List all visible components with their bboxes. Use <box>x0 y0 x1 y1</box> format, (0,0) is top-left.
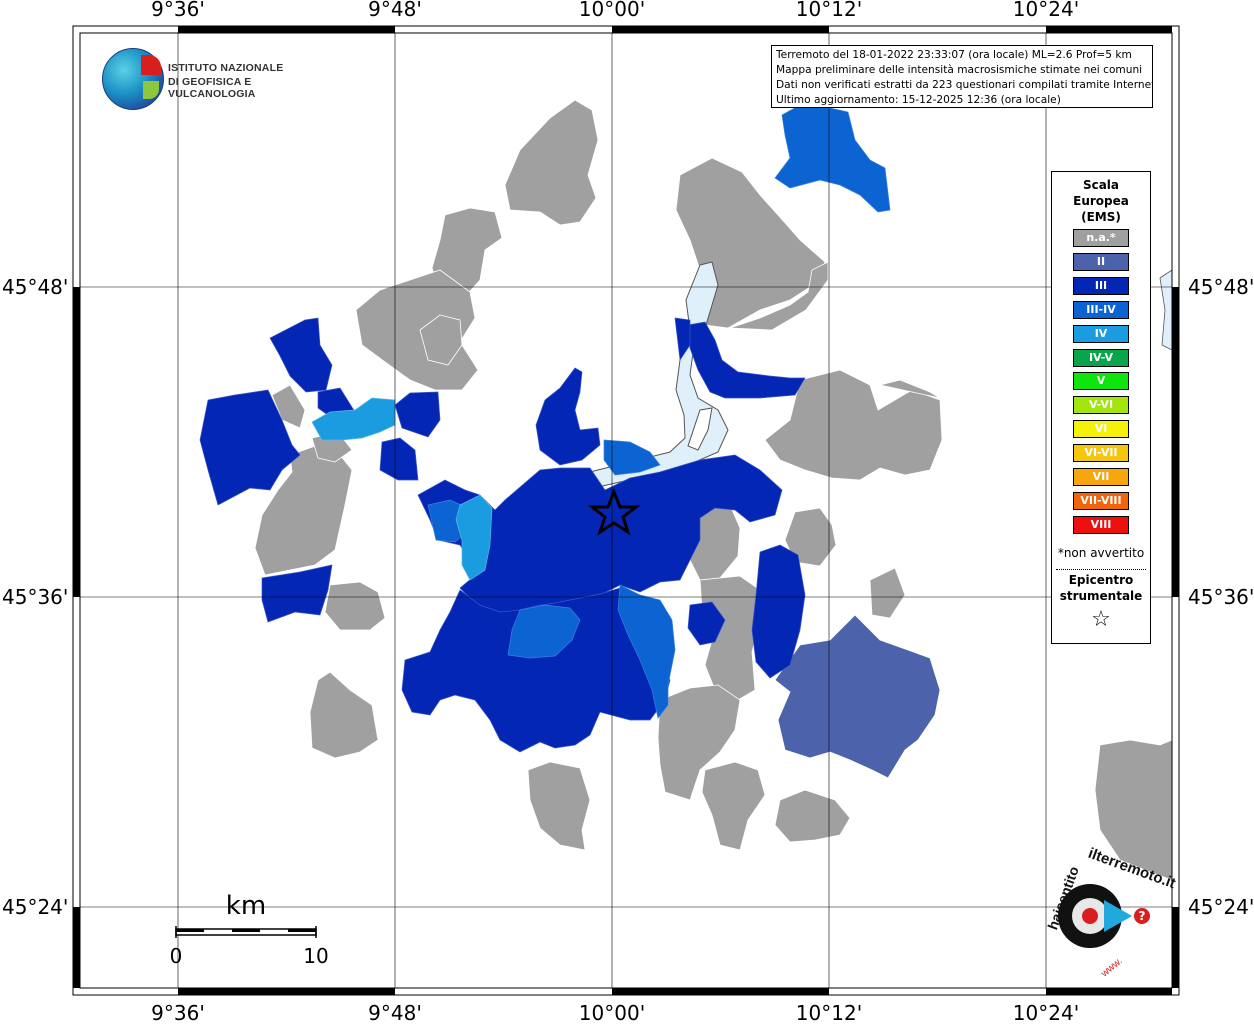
bottom-tick-label: 10°24' <box>1013 1001 1079 1024</box>
legend-item: III-IV <box>1073 300 1129 319</box>
municipalities-II <box>774 614 941 779</box>
legend-item: V <box>1073 372 1129 391</box>
left-tick-label: 45°24' <box>2 895 68 919</box>
ems-legend: Scala Europea (EMS) *non avvertito Epice… <box>1051 171 1151 644</box>
event-info-line: Terremoto del 18-01-2022 23:33:07 (ora l… <box>776 49 1132 61</box>
right-tick-label: 45°24' <box>1188 895 1254 919</box>
bottom-tick-label: 9°36' <box>151 1001 205 1024</box>
scale-unit: km <box>226 891 266 921</box>
legend-epicenter-line: Epicentro <box>1068 573 1134 587</box>
legend-star-icon: ☆ <box>1091 607 1111 632</box>
grid <box>80 33 1172 988</box>
top-tick-label: 9°48' <box>368 0 422 21</box>
legend-item: III <box>1073 276 1129 295</box>
top-tick-label: 10°00' <box>579 0 645 21</box>
legend-item: VI-VII <box>1073 444 1129 463</box>
ingv-logo-line2: DI GEOFISICA E VULCANOLOGIA <box>168 76 256 100</box>
hse-question-icon: ? <box>1134 908 1150 924</box>
legend-epicenter-label: Epicentro strumentale <box>1052 572 1150 604</box>
legend-epicenter-line: strumentale <box>1059 589 1143 603</box>
bottom-tick-label: 10°00' <box>579 1001 645 1024</box>
municipalities-IV <box>311 397 493 581</box>
event-info-line: Ultimo aggiornamento: 15-12-2025 12:36 (… <box>776 94 1061 106</box>
ingv-logo-line1: ISTITUTO NAZIONALE <box>168 62 284 74</box>
municipalities-na <box>254 99 1173 881</box>
hse-megaphone-icon <box>1104 900 1132 932</box>
right-tick-label: 45°36' <box>1188 585 1254 609</box>
epicenter-star <box>587 487 641 536</box>
ingv-globe-icon <box>102 48 164 110</box>
legend-item: VII-VIII <box>1073 491 1129 510</box>
scale-end: 10 <box>303 944 328 968</box>
bottom-tick-label: 10°12' <box>796 1001 862 1024</box>
event-info-line: Mappa preliminare delle intensità macros… <box>776 64 1143 76</box>
legend-item: IV <box>1073 324 1129 343</box>
scale-bar: km 0 10 <box>170 891 329 968</box>
event-info-box: Terremoto del 18-01-2022 23:33:07 (ora l… <box>771 45 1153 108</box>
top-tick-label: 10°24' <box>1013 0 1079 21</box>
municipalities-III <box>199 317 806 753</box>
legend-item: n.a.* <box>1073 229 1129 247</box>
ingv-logo: ISTITUTO NAZIONALE DI GEOFISICA E VULCAN… <box>100 46 320 110</box>
legend-separator <box>1056 569 1146 570</box>
map-frame <box>72 25 1180 996</box>
legend-title-line: (EMS) <box>1081 210 1121 224</box>
lake-island <box>687 407 713 451</box>
top-tick-label: 9°36' <box>151 0 205 21</box>
legend-item: VI <box>1073 420 1129 439</box>
legend-item: VIII <box>1073 515 1129 534</box>
left-tick-label: 45°36' <box>2 585 68 609</box>
top-tick-label: 10°12' <box>796 0 862 21</box>
legend-item: V-VI <box>1073 396 1129 415</box>
legend-item: IV-V <box>1073 348 1129 367</box>
legend-item: VII <box>1073 468 1129 486</box>
hse-logo-text-bottom: www. <box>1099 955 1125 980</box>
legend-title: Scala Europea (EMS) <box>1052 177 1150 225</box>
legend-note: *non avvertito <box>1057 546 1145 560</box>
event-info-line: Dati non verificati estratti da 223 ques… <box>776 79 1153 91</box>
hse-target-center <box>1082 908 1098 924</box>
legend-item: II <box>1073 252 1129 271</box>
left-tick-label: 45°48' <box>2 275 68 299</box>
hse-logo: ? haisentito ilterremoto.it www. <box>1030 845 1178 988</box>
right-tick-label: 45°48' <box>1188 275 1254 299</box>
legend-title-line: Scala <box>1082 178 1120 192</box>
legend-title-line: Europea <box>1073 194 1129 208</box>
bottom-tick-label: 9°48' <box>368 1001 422 1024</box>
scale-start: 0 <box>170 944 183 968</box>
